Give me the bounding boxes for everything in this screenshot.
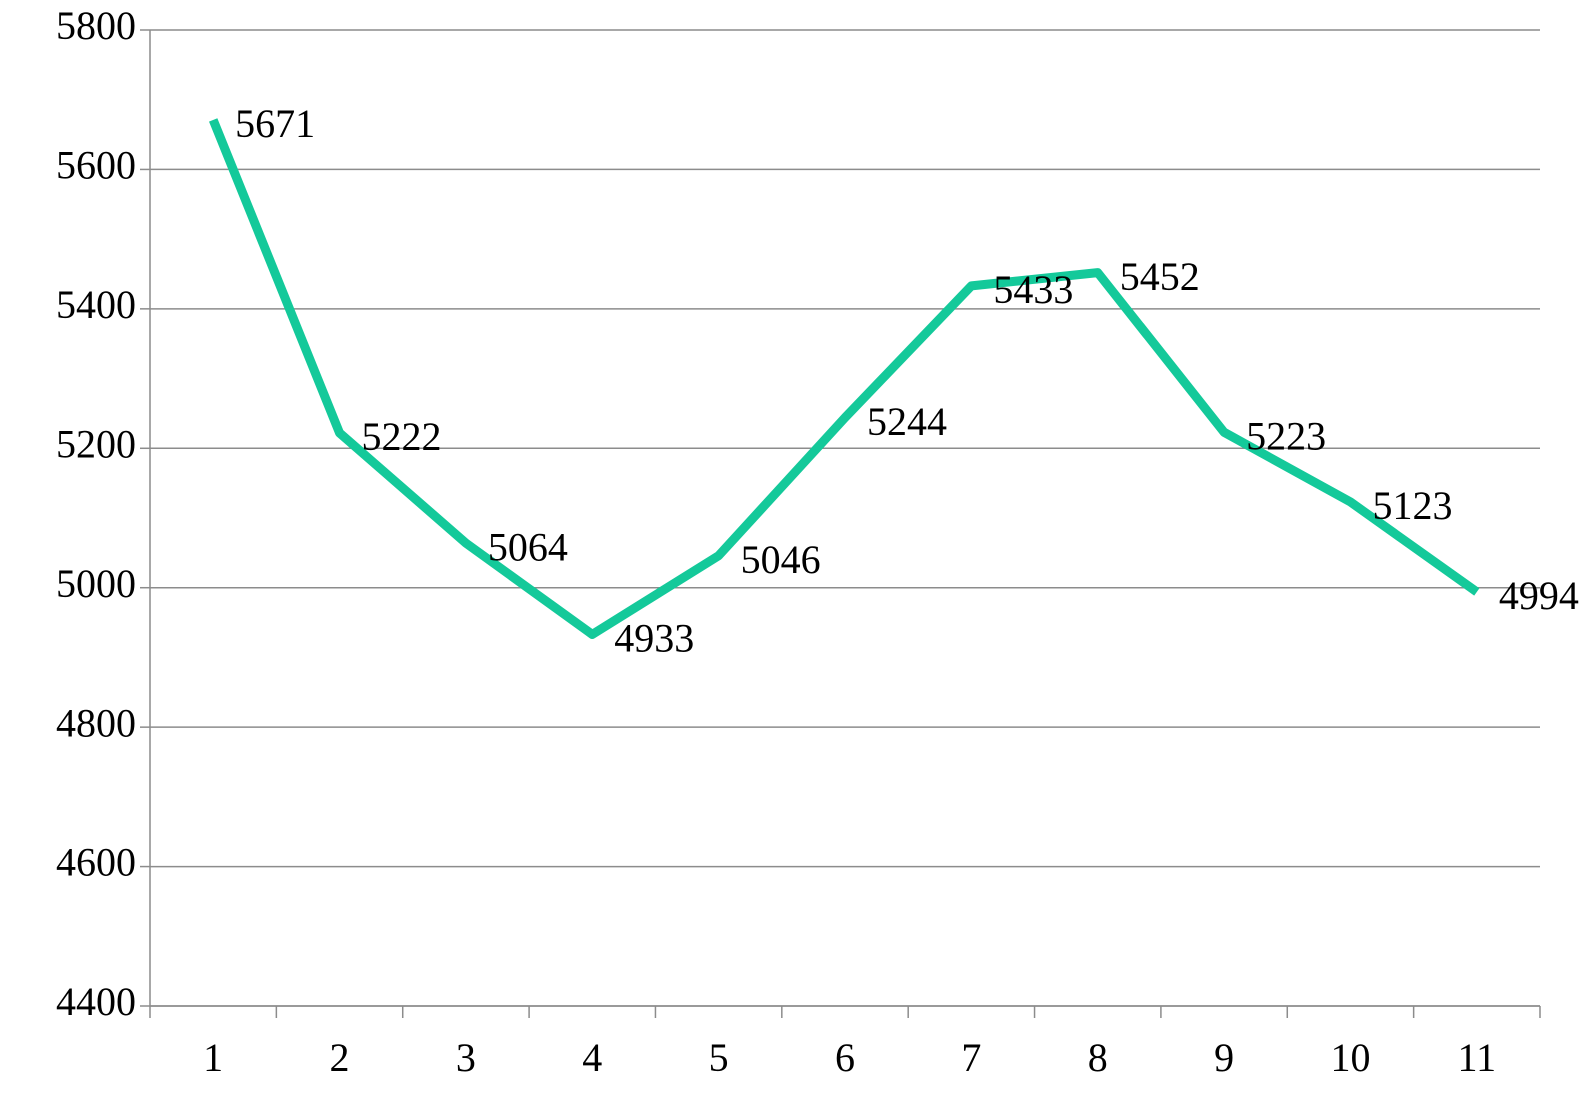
data-label: 5433: [993, 267, 1073, 312]
data-line: [209, 118, 1480, 639]
data-label: 5046: [741, 537, 821, 582]
x-tick-label: 10: [1330, 1035, 1370, 1080]
x-tick-label: 6: [835, 1035, 855, 1080]
y-tick-label: 4800: [56, 700, 136, 745]
data-label: 5123: [1372, 483, 1452, 528]
x-tick-label: 3: [456, 1035, 476, 1080]
data-label: 4994: [1499, 573, 1579, 618]
x-tick-label: 9: [1214, 1035, 1234, 1080]
data-label: 5223: [1246, 413, 1326, 458]
x-tick-label: 5: [709, 1035, 729, 1080]
y-tick-label: 4400: [56, 979, 136, 1024]
data-label: 4933: [614, 616, 694, 661]
data-label: 5452: [1120, 254, 1200, 299]
data-label: 5064: [488, 524, 568, 569]
y-tick-label: 4600: [56, 840, 136, 885]
data-label: 5222: [362, 414, 442, 459]
x-tick-label: 8: [1088, 1035, 1108, 1080]
x-tick-label: 4: [582, 1035, 602, 1080]
y-tick-label: 5400: [56, 282, 136, 327]
x-tick-label: 1: [203, 1035, 223, 1080]
y-tick-label: 5000: [56, 561, 136, 606]
data-label: 5244: [867, 399, 947, 444]
x-tick-label: 11: [1458, 1035, 1497, 1080]
x-tick-label: 7: [961, 1035, 981, 1080]
y-tick-label: 5200: [56, 421, 136, 466]
x-tick-label: 2: [330, 1035, 350, 1080]
data-label: 5671: [235, 101, 315, 146]
y-tick-label: 5800: [56, 3, 136, 48]
y-tick-label: 5600: [56, 143, 136, 188]
